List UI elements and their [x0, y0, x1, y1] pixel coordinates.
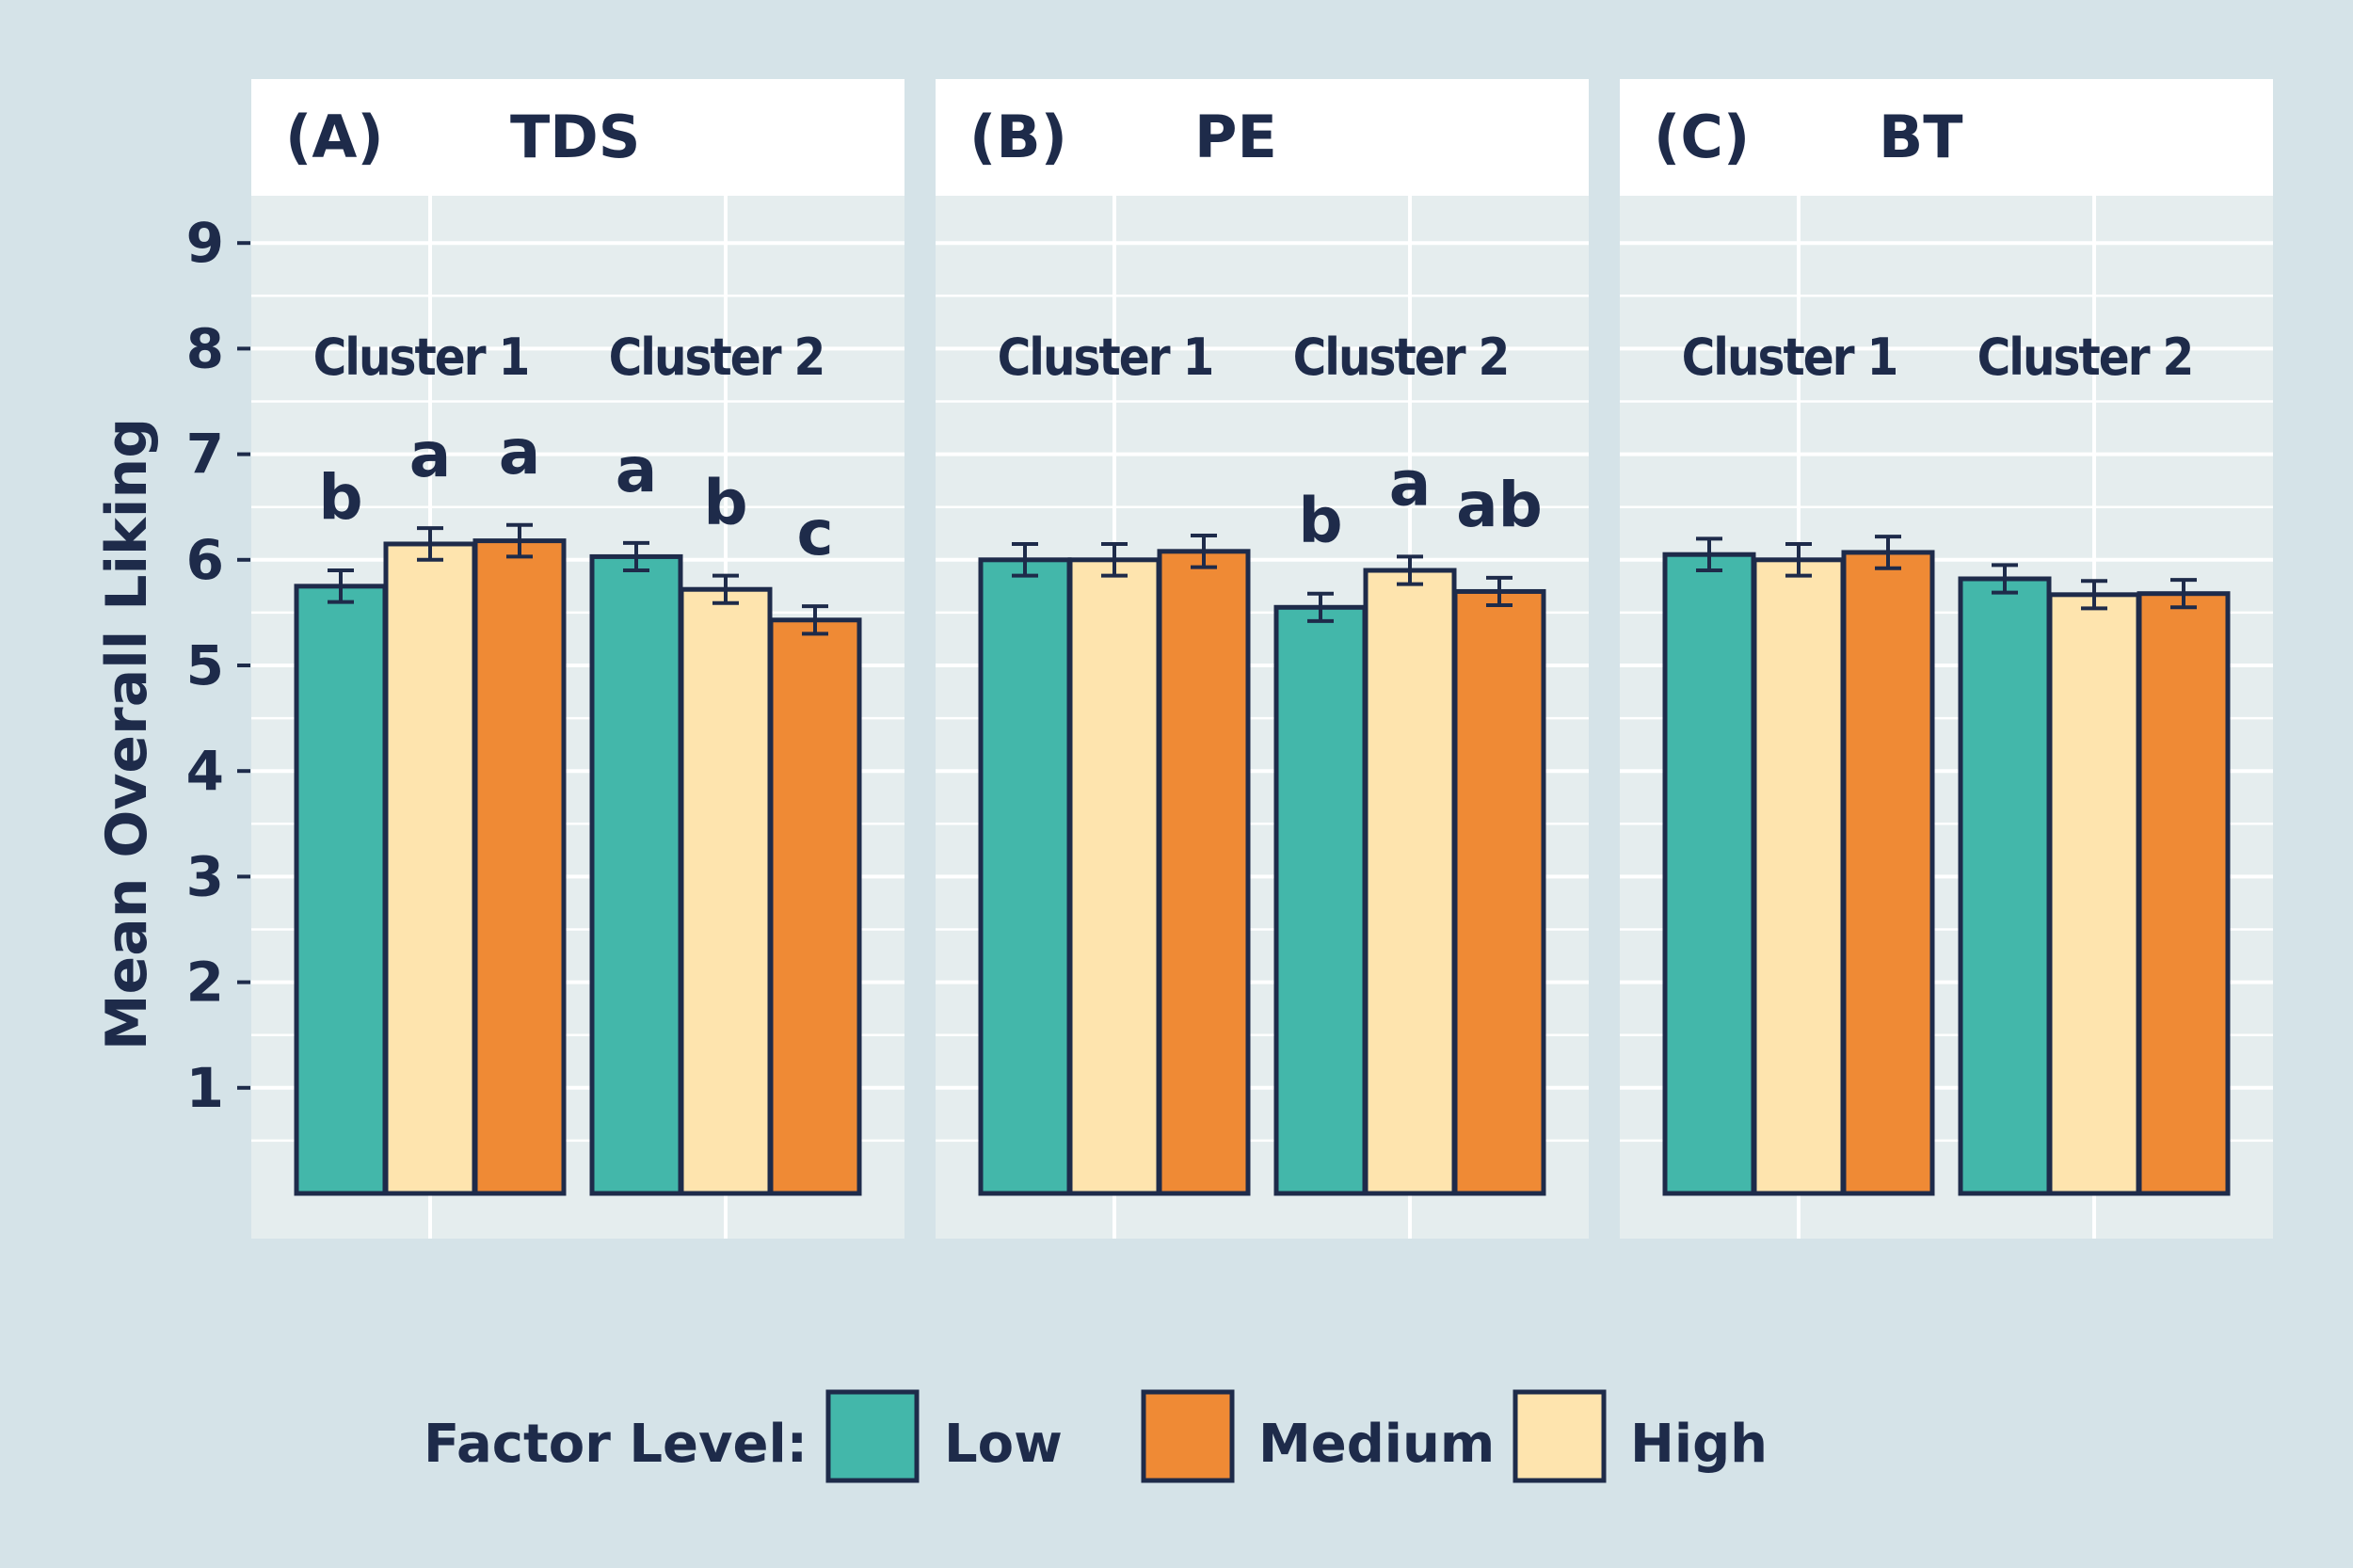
legend-label-low: Low	[944, 1414, 1063, 1475]
panel-factor-pe: PE	[1194, 103, 1277, 171]
y-tick-label: 8	[186, 316, 224, 380]
cluster-label-bt-2: Cluster 2	[1977, 328, 2193, 387]
y-tick-label: 7	[186, 423, 224, 487]
y-tick-label: 1	[186, 1056, 224, 1120]
significance-letter-pe-c2-medium: ab	[1456, 469, 1543, 541]
significance-letter-pe-c2-high: a	[1389, 447, 1432, 520]
y-tick-label: 5	[186, 633, 224, 697]
y-tick-label: 3	[186, 844, 224, 908]
bar-bt-c2-low	[1958, 576, 2052, 1196]
significance-letter-tds-c1-high: a	[409, 419, 452, 491]
bar-tds-c1-high	[383, 541, 477, 1196]
bar-pe-c2-medium	[1452, 588, 1546, 1196]
legend-swatch-medium	[1141, 1389, 1235, 1483]
significance-letter-tds-c2-medium: c	[796, 497, 833, 569]
bar-pe-c1-high	[1067, 557, 1161, 1196]
y-tick-label: 9	[186, 211, 224, 275]
bar-tds-c2-medium	[768, 617, 862, 1196]
bar-tds-c1-medium	[472, 538, 567, 1196]
cluster-label-pe-2: Cluster 2	[1293, 328, 1509, 387]
legend-label-medium: Medium	[1258, 1414, 1495, 1475]
significance-letter-tds-c2-low: a	[616, 434, 658, 506]
panel-label-bt: (C)	[1654, 103, 1750, 171]
bar-pe-c1-low	[978, 557, 1072, 1196]
bar-bt-c1-high	[1752, 557, 1846, 1196]
bar-tds-c2-low	[589, 553, 683, 1196]
bar-bt-c2-high	[2047, 592, 2141, 1196]
bar-tds-c2-high	[679, 586, 773, 1196]
y-tick-label: 2	[186, 951, 224, 1015]
significance-letter-tds-c1-medium: a	[499, 416, 541, 488]
bar-pe-c2-high	[1363, 568, 1457, 1196]
strip-pe	[936, 79, 1589, 196]
legend-swatch-high	[1513, 1389, 1607, 1483]
y-tick-label: 6	[186, 528, 224, 592]
cluster-label-tds-1: Cluster 1	[313, 328, 529, 387]
cluster-label-bt-1: Cluster 1	[1682, 328, 1897, 387]
strip-bt	[1620, 79, 2273, 196]
panel-label-pe: (B)	[969, 103, 1067, 171]
y-tick-label: 4	[186, 739, 224, 803]
panel-factor-bt: BT	[1879, 103, 1963, 171]
bar-bt-c2-medium	[2137, 591, 2231, 1196]
legend-title: Factor Level:	[424, 1414, 808, 1475]
bar-pe-c2-low	[1273, 604, 1368, 1196]
strip-tds	[251, 79, 904, 196]
legend-swatch-low	[825, 1389, 920, 1483]
legend-label-high: High	[1630, 1414, 1768, 1475]
panel-label-tds: (A)	[285, 103, 384, 171]
y-axis-title: Mean Overall Liking	[94, 418, 160, 1050]
bar-bt-c1-low	[1662, 552, 1756, 1196]
cluster-label-pe-1: Cluster 1	[998, 328, 1213, 387]
significance-letter-tds-c2-high: b	[703, 467, 747, 539]
bar-bt-c1-medium	[1841, 550, 1935, 1196]
significance-letter-pe-c2-low: b	[1298, 485, 1342, 557]
significance-letter-tds-c1-low: b	[318, 461, 362, 534]
bar-tds-c1-low	[294, 584, 388, 1196]
panel-factor-tds: TDS	[510, 103, 640, 171]
bar-pe-c1-medium	[1157, 549, 1251, 1196]
cluster-label-tds-2: Cluster 2	[609, 328, 824, 387]
